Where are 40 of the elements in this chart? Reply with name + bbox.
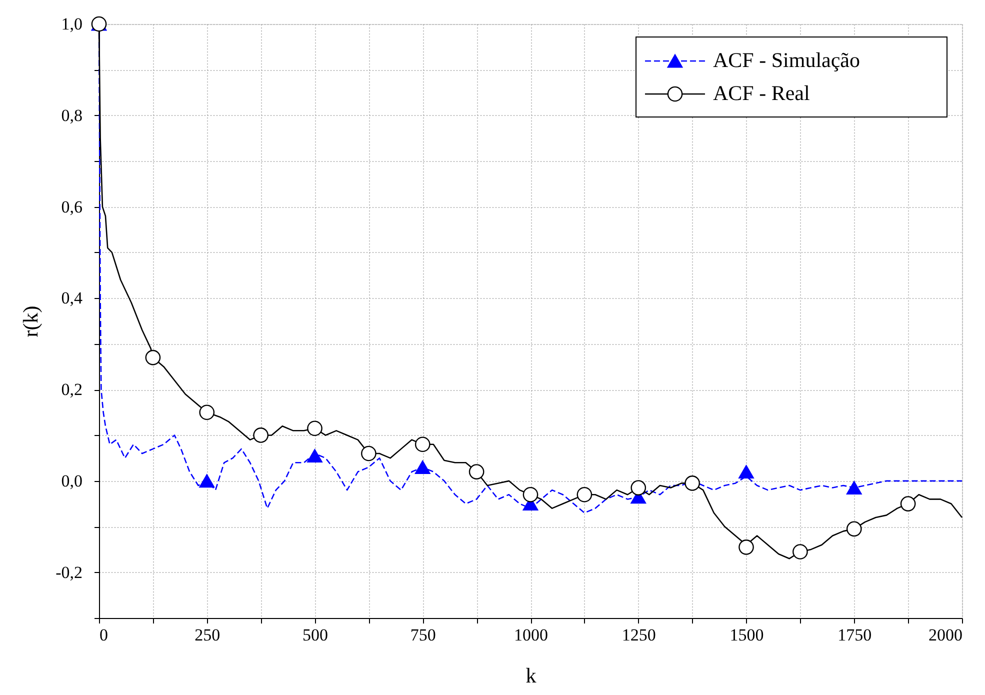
y-tick-label: 0,4 [61, 288, 83, 308]
point [414, 460, 430, 474]
point [145, 350, 161, 366]
x-tick-label: 500 [302, 626, 328, 644]
y-tick-label: 1,0 [61, 14, 82, 34]
legend-label: ACF - Simulação [713, 48, 860, 72]
y-tick-label: -0,2 [56, 562, 82, 582]
point [307, 449, 322, 463]
y-tick-label: 0,8 [61, 106, 82, 125]
point [199, 404, 215, 420]
y-tick-label: 0,0 [61, 471, 82, 490]
x-tick-label: 1750 [838, 626, 872, 644]
x-tick-label: 1000 [514, 626, 548, 644]
x-tick-label: 2000 [928, 626, 962, 644]
point [900, 496, 916, 512]
legend-label: ACF - Real [713, 81, 810, 105]
point [684, 476, 700, 491]
x-tick-label: 750 [410, 626, 436, 644]
point [846, 481, 862, 494]
point [199, 474, 215, 488]
point [792, 544, 808, 560]
point [468, 464, 484, 480]
point [361, 446, 376, 462]
x-tick-label: 250 [194, 626, 220, 644]
point [307, 420, 322, 436]
y-tick-label: 0,2 [61, 380, 82, 400]
point [738, 540, 754, 555]
point [253, 428, 268, 443]
point [738, 465, 754, 479]
x-tick-label: 1500 [730, 626, 764, 644]
point [576, 486, 592, 502]
y-tick-label: 0,6 [61, 197, 82, 216]
x-tick-label: 0 [100, 626, 108, 644]
x-axis-title: k [526, 664, 537, 688]
y-axis-title: r(k) [18, 306, 43, 338]
point [630, 480, 646, 496]
x-tick-label: 1250 [622, 626, 656, 644]
point [522, 486, 538, 502]
point [414, 436, 430, 452]
point [846, 521, 862, 537]
